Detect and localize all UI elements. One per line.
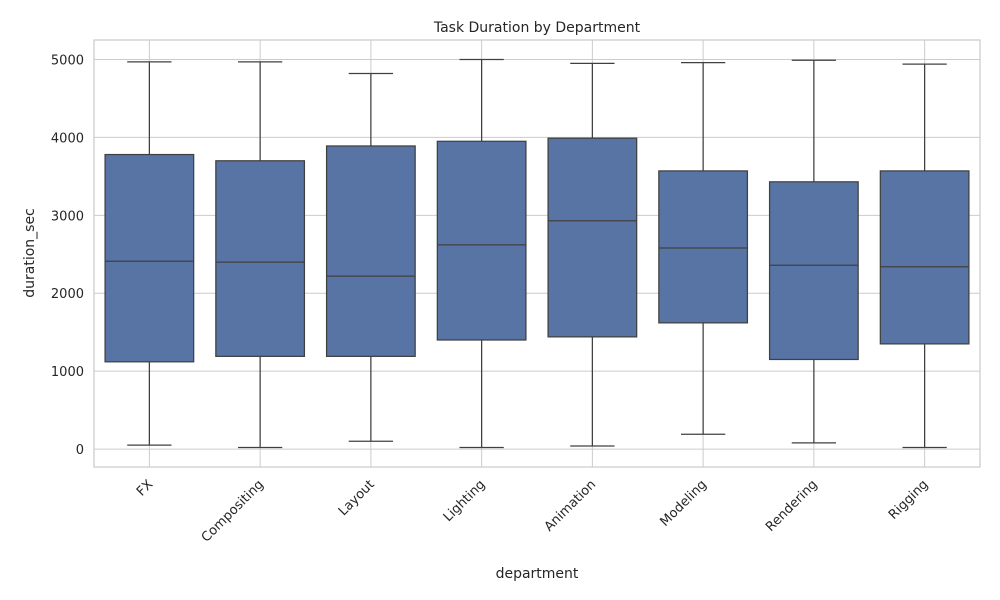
box-modeling bbox=[658, 61, 749, 435]
box-iqr bbox=[879, 170, 970, 345]
x-tick-label: FX bbox=[134, 477, 156, 499]
x-tick-label: Modeling bbox=[658, 477, 710, 529]
y-tick-label: 3000 bbox=[51, 209, 84, 224]
box-iqr bbox=[768, 181, 859, 361]
box-animation bbox=[547, 62, 638, 447]
box-iqr bbox=[325, 145, 416, 357]
boxes bbox=[104, 58, 970, 449]
chart-title: Task Duration by Department bbox=[433, 20, 641, 36]
box-fx bbox=[104, 61, 195, 446]
box-iqr bbox=[547, 137, 638, 338]
box-iqr bbox=[104, 153, 195, 363]
box-layout bbox=[325, 72, 416, 442]
y-axis-label: duration_sec bbox=[22, 208, 38, 298]
y-tick-label: 5000 bbox=[51, 53, 84, 68]
x-axis-ticks: FX Compositing Layout Lighting Animation Mode… bbox=[134, 477, 931, 545]
y-axis-ticks: 0 1000 2000 3000 4000 5000 bbox=[51, 53, 84, 458]
x-tick-label: Animation bbox=[542, 477, 599, 534]
x-tick-label: Lighting bbox=[441, 477, 489, 525]
y-tick-label: 0 bbox=[76, 443, 84, 458]
y-tick-label: 2000 bbox=[51, 287, 84, 302]
box-iqr bbox=[215, 160, 306, 357]
box-rendering bbox=[768, 59, 859, 444]
x-axis-label: department bbox=[496, 566, 579, 582]
x-tick-label: Rigging bbox=[886, 477, 931, 522]
x-tick-label: Rendering bbox=[763, 477, 821, 535]
y-tick-label: 1000 bbox=[51, 365, 84, 380]
box-iqr bbox=[658, 170, 749, 324]
box-lighting bbox=[436, 58, 527, 449]
x-tick-label: Layout bbox=[336, 477, 378, 519]
y-tick-label: 4000 bbox=[51, 131, 84, 146]
x-tick-label: Compositing bbox=[199, 477, 267, 545]
box-iqr bbox=[436, 140, 527, 341]
box-compositing bbox=[215, 61, 306, 449]
box-rigging bbox=[879, 63, 970, 449]
